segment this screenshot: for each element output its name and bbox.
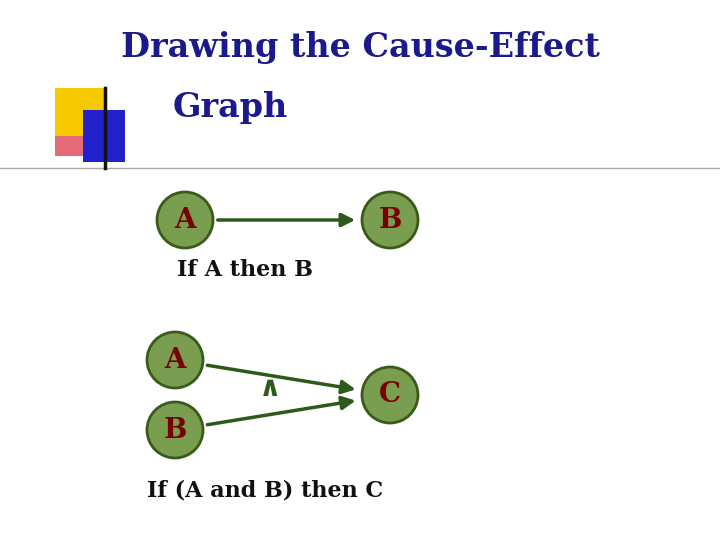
Circle shape — [362, 192, 418, 248]
Text: If A then B: If A then B — [177, 259, 313, 281]
Bar — [55, 118, 97, 156]
Bar — [83, 110, 125, 162]
Text: B: B — [378, 206, 402, 233]
Text: A: A — [164, 347, 186, 374]
Text: B: B — [163, 416, 186, 443]
Text: C: C — [379, 381, 401, 408]
Circle shape — [147, 332, 203, 388]
Text: A: A — [174, 206, 196, 233]
Text: Drawing the Cause-Effect: Drawing the Cause-Effect — [120, 31, 600, 64]
Bar — [55, 88, 107, 136]
Circle shape — [362, 367, 418, 423]
Text: If (A and B) then C: If (A and B) then C — [147, 479, 383, 501]
Text: Graph: Graph — [172, 91, 287, 125]
Circle shape — [147, 402, 203, 458]
Text: ∧: ∧ — [258, 375, 282, 402]
Circle shape — [157, 192, 213, 248]
